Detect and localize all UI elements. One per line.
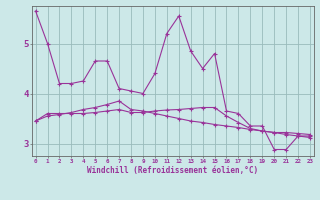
X-axis label: Windchill (Refroidissement éolien,°C): Windchill (Refroidissement éolien,°C) — [87, 166, 258, 175]
